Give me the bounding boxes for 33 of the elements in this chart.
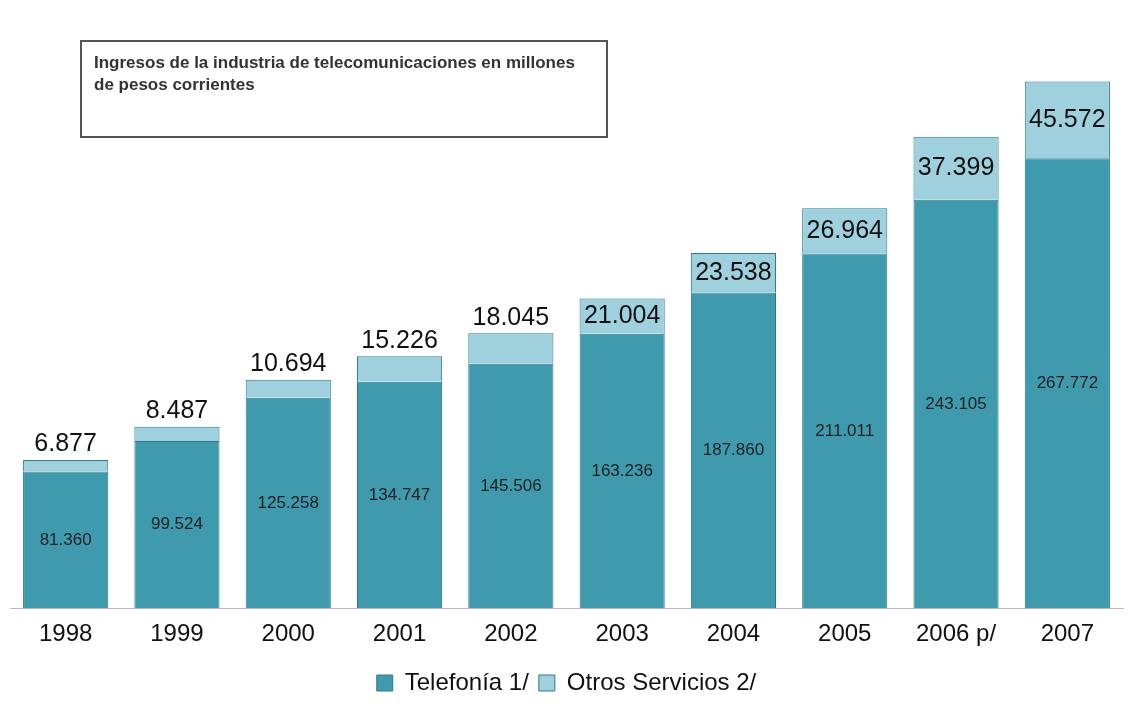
legend-label: Telefonía 1/: [404, 667, 530, 695]
chart-title: Ingresos de la industria de telecomunicaciones en millones de pesos corrientes: [80, 40, 608, 138]
data-label: 6.877: [34, 428, 97, 457]
data-label: 18.045: [472, 301, 550, 330]
x-tick-label: 2006 p/: [916, 619, 997, 647]
data-label: 37.399: [917, 152, 995, 181]
data-label: 187.860: [702, 440, 765, 460]
x-tick-label: 1998: [38, 619, 93, 647]
x-tick-label: 2003: [595, 619, 649, 647]
x-tick-label: 2002: [484, 619, 538, 647]
data-label: 145.506: [480, 475, 542, 495]
data-label: 267.772: [1036, 372, 1099, 392]
data-label: 21.004: [583, 300, 661, 329]
data-label: 26.964: [806, 214, 884, 243]
data-label: 243.105: [925, 393, 987, 413]
data-label: 163.236: [591, 460, 653, 480]
data-label: 125.258: [257, 492, 319, 512]
legend-label: Otros Servicios 2/: [566, 667, 757, 695]
data-label: 134.747: [368, 484, 431, 504]
data-label: 10.694: [250, 348, 327, 377]
x-tick-label: 2000: [261, 619, 315, 647]
x-tick-label: 2004: [706, 619, 761, 647]
data-label: 45.572: [1029, 103, 1106, 132]
x-tick-label: 2007: [1040, 619, 1095, 647]
x-tick-label: 2001: [372, 619, 427, 647]
x-tick-label: 2005: [818, 619, 872, 647]
data-label: 81.360: [39, 529, 92, 549]
data-label: 23.538: [695, 256, 772, 285]
data-label: 15.226: [361, 324, 438, 353]
data-label: 99.524: [150, 514, 203, 534]
data-label: 8.487: [145, 395, 209, 424]
data-label: 211.011: [815, 420, 875, 440]
x-tick-label: 1999: [150, 619, 204, 647]
